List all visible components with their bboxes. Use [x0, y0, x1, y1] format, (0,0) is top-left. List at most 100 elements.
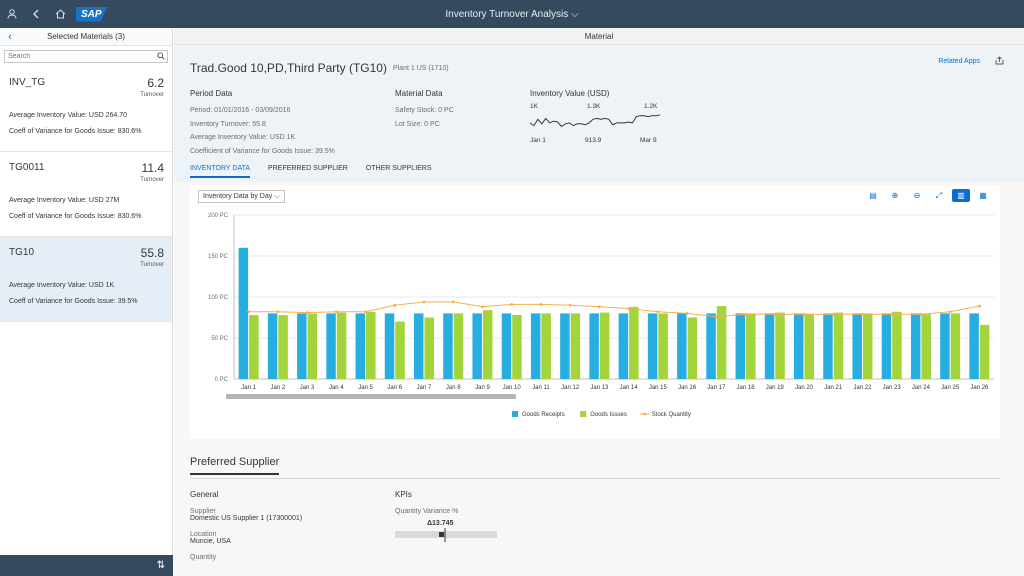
- point-stock-quantity: [276, 310, 280, 314]
- material-data-heading: Material Data: [395, 89, 443, 98]
- x-tick-label: Jan 10: [503, 385, 522, 391]
- point-stock-quantity: [597, 305, 601, 309]
- bar-goods-issues: [950, 313, 961, 379]
- search-input[interactable]: [5, 53, 155, 60]
- preferred-supplier-section: Preferred Supplier General Supplier Dome…: [190, 456, 1000, 561]
- quantity-variance-bullet: [395, 528, 497, 542]
- legend-swatch: [580, 411, 587, 417]
- bar-goods-issues: [512, 315, 522, 379]
- master-list-footer: ⇅: [0, 555, 173, 576]
- fullscreen-icon[interactable]: ⤢: [935, 191, 943, 200]
- tab-preferred-supplier[interactable]: PREFERRED SUPPLIER: [268, 165, 348, 172]
- period-data-heading: Period Data: [190, 89, 233, 98]
- tab-bar: INVENTORY DATA PREFERRED SUPPLIER OTHER …: [190, 165, 432, 178]
- search-field[interactable]: [4, 50, 168, 63]
- master-list: ‹ Selected Materials (3) INV_TG 6.2 Turn…: [0, 28, 173, 576]
- sort-icon[interactable]: ⇅: [156, 560, 165, 571]
- bar-goods-issues: [804, 314, 814, 379]
- inventory-bar-chart: 0 PC 50 PC 100 PC 150 PC 200 PC Jan 1 Jan 2 Jan…: [208, 213, 994, 418]
- back-icon[interactable]: [24, 0, 48, 28]
- turnover-value: 55.8: [140, 246, 164, 260]
- detail-subheader: Material: [174, 28, 1024, 45]
- bar-goods-issues: [395, 321, 405, 379]
- x-tick-label: Jan 4: [329, 385, 344, 391]
- material-name: TG10: [9, 247, 35, 258]
- back-arrow-icon[interactable]: ‹: [8, 30, 12, 43]
- search-icon[interactable]: [155, 51, 167, 62]
- bar-goods-issues: [979, 324, 990, 379]
- turnover-unit: Turnover: [140, 92, 164, 98]
- point-stock-quantity: [685, 312, 689, 315]
- bar-goods-receipts: [706, 313, 716, 379]
- x-tick-label: Jan 18: [737, 385, 756, 391]
- bar-goods-issues: [482, 310, 493, 379]
- bar-goods-receipts: [384, 313, 395, 379]
- bar-goods-issues: [716, 306, 727, 379]
- list-item[interactable]: INV_TG 6.2 Turnover Average Inventory Va…: [0, 67, 172, 152]
- bar-goods-issues: [366, 311, 376, 379]
- quantity-variance-label: Quantity Variance %: [395, 508, 459, 515]
- period-line: Period: 01/01/2016 - 03/09/2016: [190, 107, 291, 114]
- point-stock-quantity: [481, 305, 484, 309]
- x-tick-label: Jan 11: [532, 385, 550, 391]
- share-icon[interactable]: [995, 56, 1004, 67]
- user-icon[interactable]: [0, 0, 24, 28]
- chart-view-icon[interactable]: ▥: [952, 189, 970, 202]
- supplier-label: Supplier: [190, 508, 216, 515]
- general-group: General Supplier Domestic US Supplier 1 …: [190, 490, 302, 561]
- point-stock-quantity: [773, 312, 777, 316]
- chevron-down-icon: ⌵: [274, 193, 280, 200]
- table-view-icon[interactable]: ▦: [979, 191, 987, 200]
- legend-icon[interactable]: ▤: [869, 191, 877, 200]
- sparkline-series: [530, 114, 661, 128]
- bar-goods-issues: [307, 313, 318, 379]
- x-tick-label: Jan 9: [475, 385, 490, 391]
- avg-inventory-value: Average Inventory Value: USD 264.70: [9, 112, 128, 119]
- zoom-in-icon[interactable]: ⊕: [891, 191, 899, 200]
- app-title[interactable]: Inventory Turnover Analysis: [445, 8, 569, 20]
- point-stock-quantity: [422, 300, 426, 304]
- point-stock-quantity: [364, 310, 367, 314]
- x-tick-label: Jan 21: [824, 385, 843, 391]
- bar-goods-receipts: [501, 313, 512, 379]
- kpis-group: KPIs Quantity Variance % Δ13.745: [395, 490, 497, 544]
- point-stock-quantity: [247, 310, 251, 314]
- x-tick-label: Jan 15: [649, 385, 668, 391]
- bar-goods-receipts: [618, 313, 629, 379]
- x-tick-label: Jan 5: [358, 385, 373, 391]
- spark-label: 1.3K: [587, 103, 601, 110]
- related-apps-link[interactable]: Related Apps: [938, 58, 980, 65]
- bar-goods-issues: [862, 313, 873, 379]
- chart-view-select-value: Inventory Data by Day: [203, 193, 273, 200]
- bar-goods-receipts: [530, 313, 541, 379]
- bar-goods-receipts: [677, 313, 687, 379]
- tab-other-suppliers[interactable]: OTHER SUPPLIERS: [365, 165, 432, 172]
- chart-view-select[interactable]: Inventory Data by Day ⌵: [198, 190, 285, 203]
- spark-label: 913.9: [585, 137, 602, 144]
- chevron-down-icon[interactable]: ⌵: [571, 8, 579, 20]
- sparkline-chart: [530, 114, 661, 128]
- point-stock-quantity: [568, 303, 572, 307]
- bar-goods-issues: [570, 313, 581, 379]
- spark-label: 1K: [530, 103, 538, 110]
- x-tick-label: Jan 1: [241, 385, 256, 391]
- tab-inventory-data[interactable]: INVENTORY DATA: [190, 165, 251, 178]
- home-icon[interactable]: [48, 0, 72, 28]
- quantity-label: Quantity: [190, 554, 217, 561]
- inventory-chart-card: Inventory Data by Day ⌵ ▤ ⊕ ⊖ ⤢ ▥ ▦ 0 PC…: [190, 185, 1000, 439]
- turnover-value: 11.4: [141, 161, 164, 175]
- list-item[interactable]: TG0011 11.4 Turnover Average Inventory V…: [0, 152, 172, 237]
- x-tick-label: Jan 2: [271, 385, 286, 391]
- point-stock-quantity: [831, 312, 835, 316]
- coeff-variance: Coeff of Variance for Goods Issue: 830.6…: [9, 128, 142, 135]
- x-tick-label: Jan 14: [620, 385, 639, 391]
- x-tick-label: Jan 7: [417, 385, 432, 391]
- bar-goods-issues: [775, 312, 785, 379]
- sap-logo[interactable]: SAP: [76, 6, 108, 22]
- page-title: Trad.Good 10,PD,Third Party (TG10): [190, 61, 387, 75]
- zoom-out-icon[interactable]: ⊖: [913, 191, 921, 200]
- point-stock-quantity: [656, 310, 660, 314]
- list-item[interactable]: TG10 55.8 Turnover Average Inventory Val…: [0, 237, 172, 322]
- period-data: Period Data Period: 01/01/2016 - 03/09/2…: [190, 89, 335, 158]
- bar-goods-issues: [892, 311, 902, 379]
